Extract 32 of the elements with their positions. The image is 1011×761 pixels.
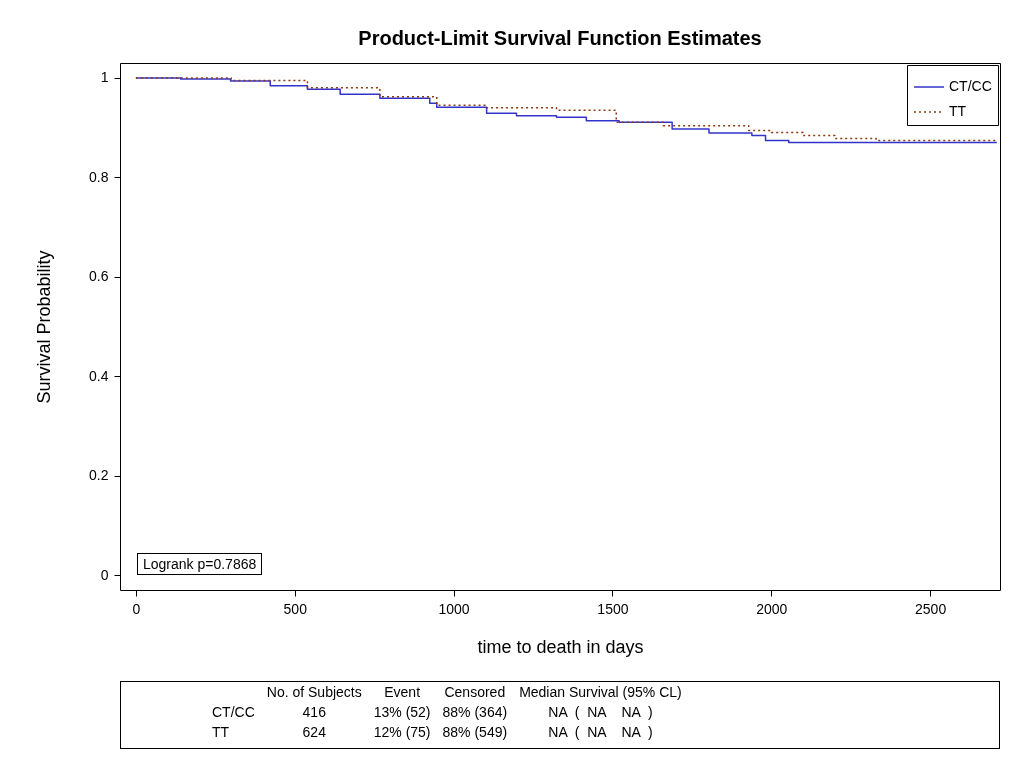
y-tick-label: 0.8 xyxy=(89,168,109,185)
chart-title: Product-Limit Survival Function Estimates xyxy=(358,27,762,49)
text: 88% (549) xyxy=(441,723,509,742)
x-tick-label: 1000 xyxy=(438,600,470,617)
x-axis-title: time to death in days xyxy=(477,636,644,657)
text: No. of Subjects xyxy=(265,683,363,702)
text: Censored xyxy=(443,683,507,702)
text: TT xyxy=(211,723,231,742)
text: 624 xyxy=(301,723,327,742)
legend-label: TT xyxy=(949,103,967,119)
text: 416 xyxy=(301,703,327,722)
text: 12% (75) xyxy=(372,723,432,742)
y-tick-label: 0.4 xyxy=(89,367,109,384)
legend-label: CT/CC xyxy=(949,78,992,94)
x-tick-label: 1500 xyxy=(597,600,629,617)
text: 13% (52) xyxy=(372,703,432,722)
annotation: Logrank p=0.7868 xyxy=(137,553,263,575)
x-tick-label: 0 xyxy=(132,600,141,617)
text: NA ( NA NA ) xyxy=(547,703,654,722)
x-tick-label: 2500 xyxy=(915,600,947,617)
x-tick-label: 2000 xyxy=(756,600,788,617)
y-axis-title: Survival Probability xyxy=(34,250,55,404)
text: Event xyxy=(383,683,422,702)
text: CT/CC xyxy=(211,703,256,722)
text: 88% (364) xyxy=(441,703,509,722)
text: Median Survival (95% CL) xyxy=(518,683,683,702)
y-tick-label: 0.6 xyxy=(89,268,109,285)
y-tick-label: 1 xyxy=(100,69,109,86)
x-tick-label: 500 xyxy=(283,600,308,617)
text: NA ( NA NA ) xyxy=(547,723,654,742)
y-tick-label: 0.2 xyxy=(89,467,109,484)
y-tick-label: 0 xyxy=(100,566,109,583)
